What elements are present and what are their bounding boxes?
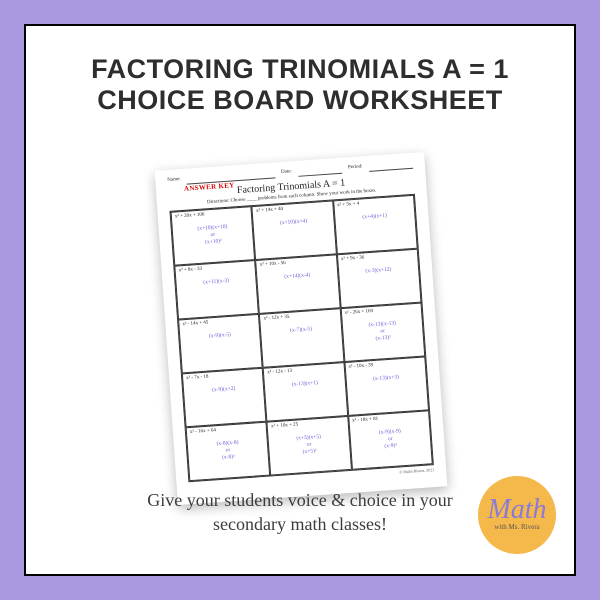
brand-logo: Math with Ms. Rivera — [478, 476, 556, 554]
problem-cell: x² - 26x + 169 (x-13)(x-13)or(x-13)² — [340, 303, 425, 363]
answer-text: (x+10)(x+10)or(x+10)² — [176, 222, 251, 248]
logo-sub-text: with Ms. Rivera — [494, 523, 539, 531]
problem-cell: x² - 7x - 18 (x-9)(x+2) — [182, 368, 267, 428]
answer-text: (x-13)(x-13)or(x-13)² — [345, 319, 420, 345]
problem-cell: x² + 20x + 100 (x+10)(x+10)or(x+10)² — [171, 206, 256, 266]
problem-text: x² + 14x + 40 — [256, 204, 329, 214]
content-frame: FACTORING TRINOMIALS A = 1 CHOICE BOARD … — [24, 24, 576, 576]
answer-text: (x-9)(x-5) — [183, 330, 257, 342]
worksheet-sheet: Name: Date: Period: ANSWER KEY Factoring… — [155, 152, 448, 505]
problem-cell: x² - 12x + 35 (x-7)(x-5) — [259, 308, 344, 368]
answer-text: (x+10)(x+4) — [257, 217, 331, 229]
problem-cell: x² - 14x + 45 (x-9)(x-5) — [178, 314, 263, 374]
problem-text: x² - 26x + 169 — [345, 306, 419, 316]
title-line-2: CHOICE BOARD WORKSHEET — [26, 85, 574, 116]
problem-cell: x² + 5x + 4 (x+4)(x+1) — [333, 195, 418, 255]
answer-text: (x+5)(x+5)or(x+5)² — [272, 432, 347, 458]
answer-text: (x-13)(x+1) — [268, 378, 342, 390]
problem-cell: x² + 9x - 36 (x-3)(x+12) — [337, 249, 422, 309]
problem-cell: x² - 12x - 13 (x-13)(x+1) — [263, 362, 348, 422]
problem-cell: x² - 18x + 81 (x-9)(x-9)or(x-9)² — [348, 410, 433, 470]
problem-cell: x² + 14x + 40 (x+10)(x+4) — [252, 200, 337, 260]
problem-cell: x² + 8x - 33 (x+11)(x-3) — [174, 260, 259, 320]
date-field — [298, 166, 343, 177]
problem-cell: x² + 10x + 25 (x+5)(x+5)or(x+5)² — [267, 416, 352, 476]
problem-cell: x² - 10x - 39 (x-13)(x+3) — [344, 356, 429, 416]
problem-text: x² - 10x - 39 — [348, 360, 422, 370]
problem-text: x² - 16x + 64 — [190, 425, 263, 435]
problem-text: x² + 20x + 100 — [175, 209, 248, 219]
answer-text: (x-8)(x-8)or(x-8)² — [191, 438, 266, 464]
answer-text: (x+14)(x-4) — [261, 271, 335, 283]
problem-text: x² + 9x - 36 — [341, 252, 415, 262]
logo-main-text: Math — [487, 499, 546, 521]
answer-text: (x-9)(x+2) — [187, 384, 261, 396]
title-line-1: FACTORING TRINOMIALS A = 1 — [26, 54, 574, 85]
answer-text: (x+4)(x+1) — [338, 211, 412, 223]
main-title: FACTORING TRINOMIALS A = 1 CHOICE BOARD … — [26, 54, 574, 116]
problem-text: x² + 8x - 33 — [179, 263, 252, 273]
name-label: Name: — [167, 177, 181, 186]
problem-text: x² + 10x - 56 — [260, 258, 333, 268]
worksheet-preview: Name: Date: Period: ANSWER KEY Factoring… — [155, 152, 448, 505]
answer-text: (x-7)(x-5) — [264, 324, 338, 336]
problem-cell: x² - 16x + 64 (x-8)(x-8)or(x-8)² — [186, 422, 271, 482]
problem-text: x² + 5x + 4 — [337, 198, 411, 208]
problem-text: x² - 14x + 45 — [182, 317, 255, 327]
problem-cell: x² + 10x - 56 (x+14)(x-4) — [255, 254, 340, 314]
answer-text: (x-3)(x+12) — [342, 265, 416, 277]
date-label: Date: — [281, 169, 292, 178]
problem-text: x² - 12x - 13 — [267, 365, 340, 375]
problem-text: x² - 18x + 81 — [352, 414, 426, 424]
problem-text: x² - 12x + 35 — [263, 311, 336, 321]
period-field — [368, 161, 413, 172]
problem-grid: x² + 20x + 100(x+10)(x+10)or(x+10)²x² + … — [169, 194, 433, 482]
problem-text: x² + 10x + 25 — [271, 419, 344, 429]
answer-text: (x+11)(x-3) — [179, 276, 253, 288]
answer-text: (x-13)(x+3) — [349, 373, 423, 385]
answer-text: (x-9)(x-9)or(x-9)² — [353, 427, 428, 453]
period-label: Period: — [348, 164, 363, 173]
problem-text: x² - 7x - 18 — [186, 371, 259, 381]
